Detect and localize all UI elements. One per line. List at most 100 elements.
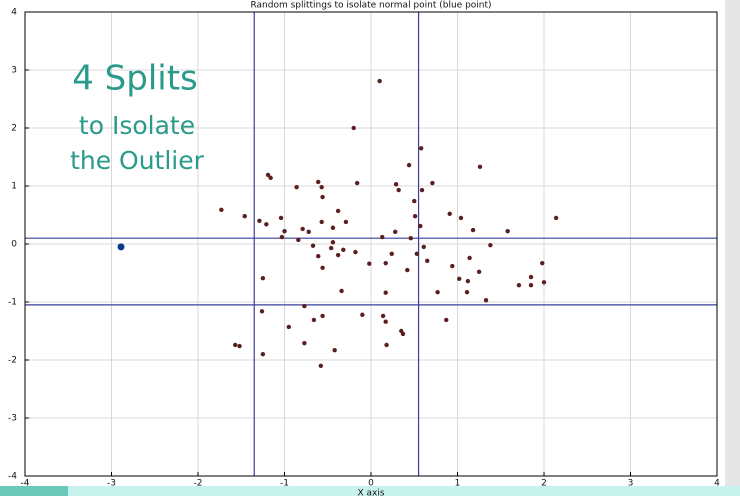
- point: [232, 342, 238, 348]
- x-tick-label: 4: [714, 479, 720, 489]
- annotation: the Outlier: [70, 146, 205, 175]
- point: [553, 215, 559, 221]
- point: [540, 260, 545, 266]
- point: [237, 343, 242, 349]
- x-tick-label: 2: [541, 479, 547, 489]
- point: [406, 162, 412, 168]
- point: [330, 240, 336, 245]
- point: [278, 215, 284, 221]
- point: [219, 207, 224, 212]
- point: [302, 340, 307, 346]
- x-tick-label: -4: [21, 479, 30, 489]
- point: [476, 269, 482, 275]
- right-strip: [725, 0, 740, 486]
- point: [330, 225, 336, 230]
- point: [367, 261, 372, 266]
- point: [470, 227, 476, 233]
- point: [260, 352, 266, 357]
- point: [418, 223, 423, 229]
- point: [282, 229, 287, 234]
- point: [412, 198, 417, 204]
- point: [117, 243, 125, 251]
- point: [320, 313, 325, 319]
- point: [393, 182, 399, 187]
- point: [329, 245, 334, 251]
- y-tick-label: 0: [11, 240, 17, 250]
- x-tick-label: -1: [280, 479, 289, 489]
- point: [320, 194, 325, 200]
- point: [414, 251, 420, 257]
- point: [400, 331, 406, 337]
- point: [541, 280, 547, 285]
- point: [332, 347, 337, 353]
- point: [405, 267, 410, 273]
- point: [383, 319, 388, 324]
- x-tick-label: -2: [194, 479, 203, 489]
- point: [393, 229, 398, 235]
- point: [268, 175, 273, 181]
- point: [264, 222, 269, 227]
- point: [384, 342, 389, 348]
- point: [360, 312, 365, 317]
- point: [435, 289, 440, 295]
- y-tick-label: 2: [11, 124, 17, 134]
- x-tick-label: 0: [368, 479, 374, 489]
- chart-title: Random splittings to isolate normal poin…: [250, 1, 491, 11]
- point: [458, 215, 464, 221]
- point: [339, 288, 344, 294]
- bottom-bar-progress: [0, 486, 68, 496]
- point: [418, 146, 424, 151]
- annotation: to Isolate: [79, 111, 195, 140]
- point: [505, 229, 510, 234]
- point: [351, 125, 356, 131]
- point: [286, 324, 292, 330]
- point: [408, 236, 413, 241]
- point: [343, 219, 349, 225]
- point: [306, 229, 311, 235]
- point: [319, 219, 324, 225]
- point: [310, 243, 316, 248]
- y-tick-label: 3: [11, 66, 17, 76]
- point: [465, 278, 471, 284]
- x-tick-label: -3: [107, 479, 116, 489]
- point: [450, 263, 455, 269]
- point: [444, 317, 449, 323]
- y-tick-label: 1: [11, 182, 17, 192]
- point: [412, 213, 418, 219]
- point: [335, 252, 341, 258]
- plot-frame: [24, 11, 718, 477]
- point: [383, 290, 388, 295]
- bottom-bar: [0, 486, 740, 496]
- y-tick-label: 4: [11, 8, 17, 18]
- point: [354, 180, 360, 186]
- point: [242, 213, 247, 219]
- point: [467, 255, 472, 261]
- point: [335, 208, 341, 214]
- point: [457, 276, 462, 281]
- point: [389, 251, 394, 257]
- point: [377, 78, 382, 84]
- point: [320, 265, 325, 270]
- point: [488, 242, 493, 248]
- y-tick-label: -2: [8, 356, 17, 366]
- x-tick-label: 1: [455, 479, 461, 489]
- point: [318, 363, 324, 368]
- point: [430, 180, 435, 186]
- point: [447, 211, 452, 217]
- point: [279, 234, 285, 240]
- point: [257, 218, 262, 223]
- point: [516, 282, 522, 288]
- point: [311, 317, 317, 323]
- point: [421, 244, 426, 250]
- point: [353, 249, 358, 255]
- point: [419, 187, 425, 193]
- y-tick-label: -4: [8, 472, 17, 482]
- point: [425, 258, 430, 264]
- point: [316, 253, 321, 259]
- point: [259, 309, 265, 314]
- y-tick-label: -1: [8, 298, 17, 308]
- point: [296, 237, 301, 243]
- point: [302, 303, 307, 309]
